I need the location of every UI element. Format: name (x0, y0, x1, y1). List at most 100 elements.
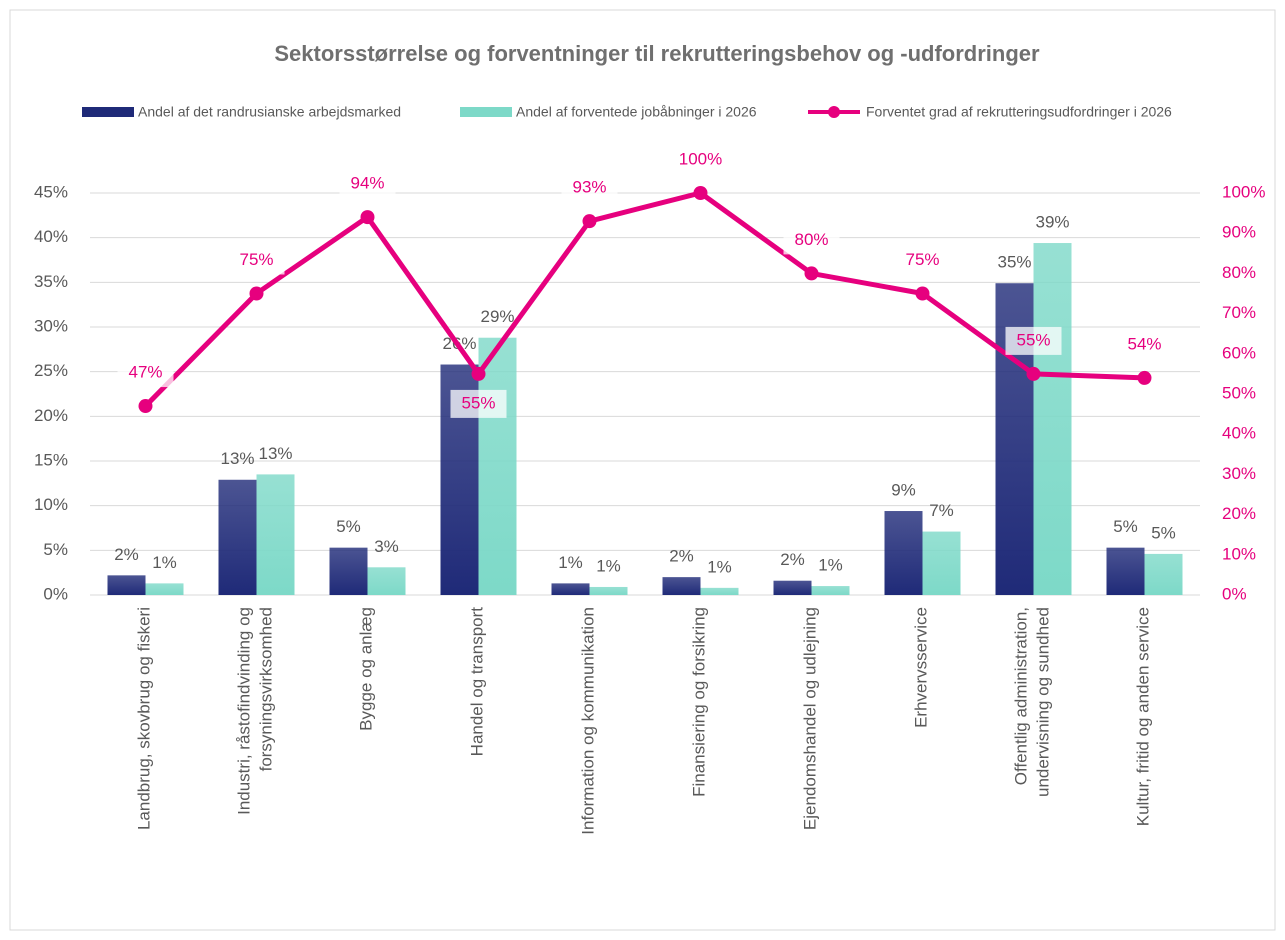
y2-tick-label: 30% (1222, 464, 1256, 483)
y2-tick-label: 70% (1222, 303, 1256, 322)
bar (1033, 243, 1072, 595)
bar-value-label: 2% (780, 550, 805, 569)
x-tick-line: Erhvervsservice (912, 607, 931, 728)
line-value-label: 55% (461, 393, 495, 412)
y-tick-label: 30% (34, 316, 68, 335)
y-tick-label: 0% (43, 584, 68, 603)
line-value-label: 94% (350, 174, 384, 193)
y2-tick-label: 10% (1222, 544, 1256, 563)
y-tick-label: 25% (34, 361, 68, 380)
bar-value-label: 1% (558, 553, 583, 572)
bar (884, 511, 923, 595)
x-tick-label: Erhvervsservice (912, 607, 931, 728)
bar-value-label: 1% (152, 553, 177, 572)
line-point (804, 266, 819, 281)
y2-tick-label: 90% (1222, 223, 1256, 242)
legend-swatch (82, 107, 134, 117)
x-tick-line: Industri, råstofindvinding og (235, 607, 254, 815)
bar (107, 575, 146, 595)
y2-tick-label: 100% (1222, 182, 1265, 201)
legend-label: Andel af forventede jobåbninger i 2026 (516, 104, 757, 120)
x-tick-label: Handel og transport (468, 607, 487, 757)
y-tick-label: 35% (34, 272, 68, 291)
line-value-label: 80% (794, 230, 828, 249)
bar (256, 474, 295, 595)
bar (700, 587, 739, 595)
bar-value-label: 29% (480, 307, 514, 326)
bar (773, 580, 812, 595)
y2-tick-label: 20% (1222, 504, 1256, 523)
bar-value-label: 35% (997, 253, 1031, 272)
line-value-label: 47% (128, 363, 162, 382)
label-bg (783, 226, 840, 255)
x-tick-line: Landbrug, skovbrug og fiskeri (135, 607, 154, 830)
bar (218, 479, 257, 595)
bar-value-label: 13% (258, 444, 292, 463)
bar (329, 547, 368, 595)
label-bg (1116, 330, 1173, 359)
bar-value-label: 1% (707, 557, 732, 576)
x-tick-line: Handel og transport (468, 607, 487, 757)
label-bg (228, 246, 285, 275)
legend-label: Andel af det randrusianske arbejdsmarked (138, 104, 401, 120)
line-point (582, 214, 597, 229)
label-bg (1005, 326, 1062, 355)
y2-tick-label: 80% (1222, 263, 1256, 282)
bar-value-label: 9% (891, 481, 916, 500)
x-tick-line: Information og kommunikation (579, 607, 598, 835)
bar-value-label: 13% (220, 449, 254, 468)
legend-swatch (828, 106, 840, 118)
bar-value-label: 3% (374, 537, 399, 556)
bar (589, 586, 628, 595)
bar (478, 337, 517, 595)
legend: Andel af det randrusianske arbejdsmarked… (82, 104, 1172, 120)
y-tick-label: 10% (34, 495, 68, 514)
y2-tick-label: 60% (1222, 343, 1256, 362)
bar (662, 577, 701, 595)
x-tick-label: Bygge og anlæg (357, 607, 376, 731)
bar-value-label: 5% (1151, 523, 1176, 542)
bar (1144, 553, 1183, 595)
line-point (693, 186, 708, 200)
frame (9, 9, 1276, 931)
legend-swatch (460, 107, 512, 117)
line-point (360, 210, 375, 225)
x-tick-line: Bygge og anlæg (357, 607, 376, 731)
x-tick-label: Kultur, fritid og anden service (1134, 607, 1153, 826)
y-tick-label: 45% (34, 182, 68, 201)
x-tick-line: Finansiering og forsikring (690, 607, 709, 797)
line-point (1137, 370, 1152, 385)
label-bg (117, 359, 174, 388)
bar-value-label: 7% (929, 501, 954, 520)
bar-value-label: 1% (818, 556, 843, 575)
line-value-label: 93% (572, 178, 606, 197)
label-bg (450, 389, 507, 418)
chart-title: Sektorsstørrelse og forventninger til re… (274, 41, 1040, 66)
bar (811, 586, 850, 595)
label-bg (894, 246, 951, 275)
x-tick-label: Information og kommunikation (579, 607, 598, 835)
y-tick-label: 5% (43, 540, 68, 559)
line-point (138, 399, 153, 414)
bar-value-label: 5% (1113, 517, 1138, 536)
x-tick-line: forsyningsvirksomhed (257, 607, 276, 771)
bar-value-label: 5% (336, 517, 361, 536)
y-tick-label: 15% (34, 450, 68, 469)
bar-value-label: 1% (596, 556, 621, 575)
line-point (1026, 366, 1041, 381)
label-bg (672, 146, 729, 174)
x-tick-label: Landbrug, skovbrug og fiskeri (135, 607, 154, 830)
label-bg (561, 174, 618, 203)
legend-label: Forventet grad af rekrutteringsudfordrin… (866, 104, 1172, 120)
line-value-label: 55% (1016, 330, 1050, 349)
line-value-label: 100% (679, 149, 722, 168)
y-tick-label: 40% (34, 227, 68, 246)
bar-value-label: 2% (114, 545, 139, 564)
y2-tick-label: 50% (1222, 383, 1256, 402)
bar (145, 583, 184, 595)
x-tick-line: Kultur, fritid og anden service (1134, 607, 1153, 826)
line-point (249, 286, 264, 301)
line-value-label: 75% (905, 250, 939, 269)
line (143, 190, 1145, 408)
